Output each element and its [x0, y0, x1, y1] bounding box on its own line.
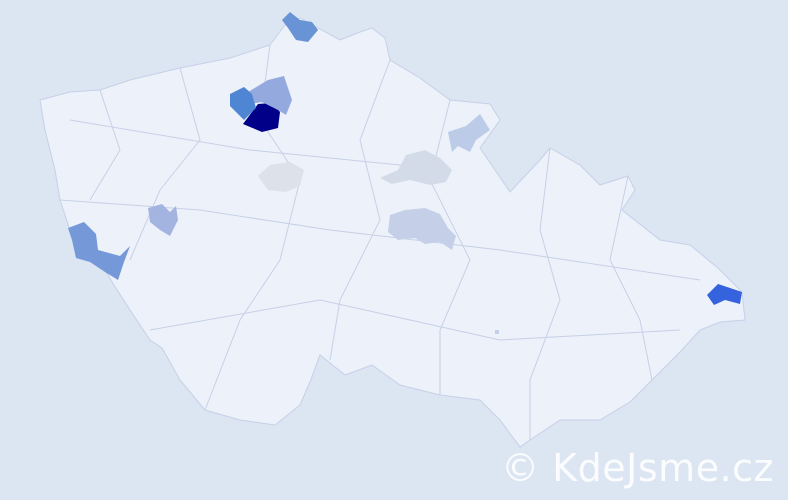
district-borders [59, 44, 701, 440]
region-low-center [388, 208, 456, 250]
region-lowest-east [380, 150, 452, 185]
region-medium-southwest [68, 222, 130, 280]
region-medium-north-tip [282, 12, 318, 42]
region-high-east [707, 284, 742, 305]
region-medium-low-north [248, 76, 292, 115]
region-highest [243, 103, 280, 132]
region-low-northeast [448, 114, 490, 152]
region-lowest-central [258, 162, 304, 192]
watermark: © KdeJsme.cz [501, 446, 774, 490]
region-medium-high [230, 87, 256, 120]
region-medium-low-west [148, 204, 178, 236]
region-small-south [495, 330, 499, 334]
